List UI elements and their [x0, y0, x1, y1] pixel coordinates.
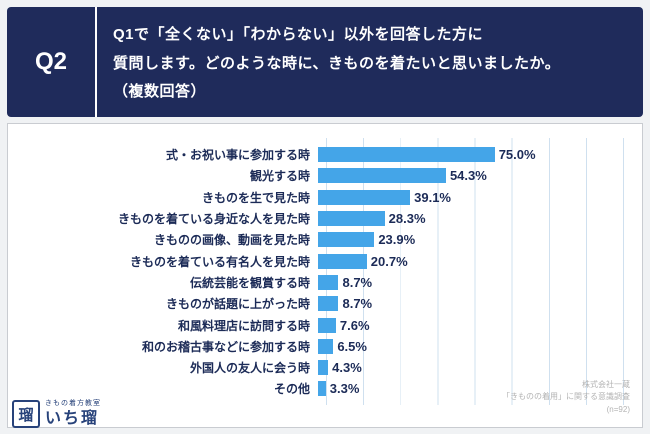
chart-row: 外国人の友人に会う時 4.3%	[18, 357, 632, 378]
source-note: 株式会社一蔵 「きものの着用」に関する意識調査 (n=92)	[502, 379, 630, 417]
category-label: きものが話題に上がった時	[165, 297, 310, 312]
chart-panel: 式・お祝い事に参加する時 75.0% 観光する時 54.3% きものを生で見た時 39.1…	[7, 123, 643, 428]
bar	[318, 274, 339, 290]
category-label: 伝統芸能を観賞する時	[189, 275, 310, 290]
question-number: Q2	[34, 48, 67, 75]
chart-row: 式・お祝い事に参加する時 75.0%	[18, 144, 632, 165]
ichiru-logo: 瑠 きもの着方教室 いち瑠	[12, 400, 101, 428]
bar-track: 3.3%	[318, 378, 624, 399]
bar-track: 4.3%	[318, 357, 624, 378]
question-header: Q2 Q1で「全くない」「わからない」以外を回答した方に 質問します。どのような…	[7, 7, 643, 117]
value-label: 23.9%	[378, 232, 416, 248]
value-label: 4.3%	[332, 360, 362, 376]
bar-track: 28.3%	[318, 208, 624, 229]
category-label: きものを生で見た時	[201, 190, 310, 205]
bar-track: 20.7%	[318, 250, 624, 271]
bar	[318, 253, 367, 269]
bar-chart: 式・お祝い事に参加する時 75.0% 観光する時 54.3% きものを生で見た時 39.1…	[18, 138, 632, 405]
value-label: 6.5%	[337, 338, 367, 354]
chart-row: きものを着ている身近な人を見た時 28.3%	[18, 208, 632, 229]
question-text: Q1で「全くない」「わからない」以外を回答した方に 質問します。どのような時に、…	[97, 7, 643, 117]
logo-school-label: きもの着方教室	[45, 400, 101, 408]
value-label: 75.0%	[498, 147, 536, 163]
category-label: きものの画像、動画を見た時	[153, 233, 310, 248]
value-label: 8.7%	[342, 274, 373, 290]
chart-row: きものを生で見た時 39.1%	[18, 187, 632, 208]
chart-row: 伝統芸能を観賞する時 8.7%	[18, 272, 632, 293]
chart-row: 観光する時 54.3%	[18, 165, 632, 186]
value-label: 28.3%	[388, 211, 426, 227]
header-divider	[95, 7, 97, 117]
bar	[318, 381, 326, 397]
bar	[318, 211, 385, 227]
value-label: 8.7%	[342, 296, 373, 312]
value-label: 39.1%	[414, 189, 451, 205]
question-line-3: （複数回答）	[113, 83, 207, 100]
chart-row: 和風料理店に訪問する時 7.6%	[18, 314, 632, 335]
bar	[318, 189, 411, 205]
category-label: その他	[273, 382, 310, 397]
chart-row: きものを着ている有名人を見た時 20.7%	[18, 250, 632, 271]
bar	[318, 317, 336, 333]
category-label: 式・お祝い事に参加する時	[165, 148, 310, 163]
value-label: 20.7%	[370, 253, 408, 269]
category-label: 外国人の友人に会う時	[189, 361, 310, 376]
bar-track: 23.9%	[318, 229, 624, 250]
category-label: 和のお稽古事などに参加する時	[141, 339, 310, 354]
chart-row: きものの画像、動画を見た時 23.9%	[18, 229, 632, 250]
category-label: 和風料理店に訪問する時	[177, 318, 310, 333]
source-line-1: 株式会社一蔵	[582, 379, 630, 389]
value-label: 3.3%	[329, 381, 360, 397]
chart-row: 和のお稽古事などに参加する時 6.5%	[18, 336, 632, 357]
category-label: きものを着ている身近な人を見た時	[117, 212, 310, 227]
bar-track: 8.7%	[318, 272, 624, 293]
logo-seal-icon: 瑠	[12, 400, 40, 428]
value-label: 7.6%	[339, 317, 370, 333]
chart-rows: 式・お祝い事に参加する時 75.0% 観光する時 54.3% きものを生で見た時 39.1…	[18, 144, 632, 400]
category-label: 観光する時	[249, 169, 310, 184]
value-label: 54.3%	[449, 168, 487, 184]
logo-text: きもの着方教室 いち瑠	[45, 400, 101, 428]
chart-row: その他 3.3%	[18, 378, 632, 399]
bar-track: 39.1%	[318, 187, 624, 208]
bar-track: 75.0%	[318, 144, 624, 165]
bar-track: 7.6%	[318, 314, 624, 335]
question-line-1: Q1で「全くない」「わからない」以外を回答した方に	[113, 26, 484, 43]
bar	[318, 338, 334, 354]
bar	[318, 296, 339, 312]
bar-track: 8.7%	[318, 293, 624, 314]
bar	[318, 147, 495, 163]
source-line-3: (n=92)	[606, 405, 630, 415]
bar	[318, 168, 446, 184]
bar-track: 54.3%	[318, 165, 624, 186]
question-line-2: 質問します。どのような時に、きものを着たいと思いましたか。	[113, 54, 561, 72]
logo-name-label: いち瑠	[45, 409, 100, 427]
bar	[318, 360, 329, 376]
bar	[318, 232, 375, 248]
category-label: きものを着ている有名人を見た時	[129, 254, 310, 269]
source-line-2: 「きものの着用」に関する意識調査	[502, 392, 630, 402]
bar-track: 6.5%	[318, 336, 624, 357]
chart-row: きものが話題に上がった時 8.7%	[18, 293, 632, 314]
